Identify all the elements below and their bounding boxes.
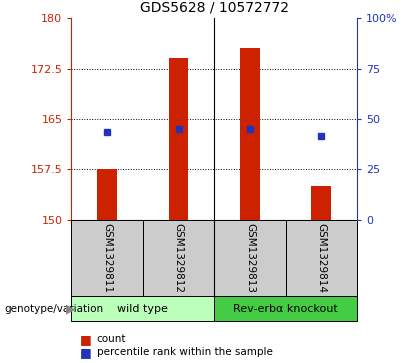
Bar <box>240 48 260 220</box>
Bar <box>143 220 214 296</box>
Text: GSM1329811: GSM1329811 <box>102 223 112 293</box>
Title: GDS5628 / 10572772: GDS5628 / 10572772 <box>140 0 289 14</box>
Text: wild type: wild type <box>117 303 168 314</box>
Bar <box>311 186 331 220</box>
Text: percentile rank within the sample: percentile rank within the sample <box>97 347 273 357</box>
Bar <box>97 169 117 220</box>
Text: genotype/variation: genotype/variation <box>4 303 103 314</box>
Text: ▶: ▶ <box>66 302 76 315</box>
Text: ■: ■ <box>80 346 92 359</box>
Bar <box>214 296 357 321</box>
Bar <box>168 58 189 220</box>
Text: GSM1329812: GSM1329812 <box>173 223 184 293</box>
Text: GSM1329814: GSM1329814 <box>316 223 326 293</box>
Text: GSM1329813: GSM1329813 <box>245 223 255 293</box>
Bar <box>71 296 214 321</box>
Bar <box>286 220 357 296</box>
Text: Rev-erbα knockout: Rev-erbα knockout <box>233 303 338 314</box>
Bar <box>71 220 143 296</box>
Text: count: count <box>97 334 126 344</box>
Bar <box>214 220 286 296</box>
Text: ■: ■ <box>80 333 92 346</box>
